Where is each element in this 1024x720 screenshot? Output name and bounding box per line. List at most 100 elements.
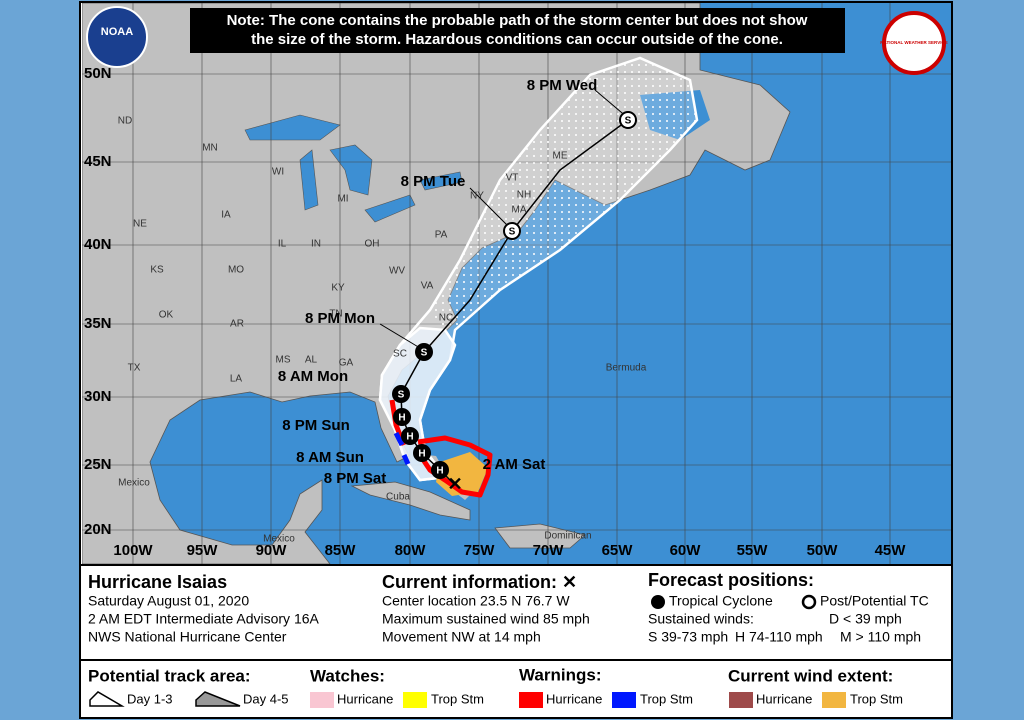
state-label: MN (202, 143, 218, 154)
forecast-label: 8 AM Sun (296, 449, 364, 466)
legend-item: Trop Stm (640, 691, 693, 706)
storm-name: Hurricane Isaias (88, 572, 227, 592)
forecast-label: 8 PM Wed (527, 77, 598, 94)
latitude-label: 40N (84, 236, 112, 253)
forecast-item: M > 110 mph (840, 629, 921, 645)
legend-title: Current wind extent: (728, 666, 893, 685)
legend-title: Potential track area: (88, 666, 251, 685)
legend-title: Warnings: (519, 665, 601, 684)
noaa-text: NOAA (101, 26, 133, 38)
longitude-label: 60W (670, 542, 702, 559)
marker-letter: H (406, 432, 413, 443)
longitude-label: 90W (256, 542, 288, 559)
forecast-item: Sustained winds: (648, 611, 754, 627)
storm-advisory: 2 AM EDT Intermediate Advisory 16A (88, 611, 320, 627)
state-label: SC (393, 349, 407, 360)
legend-item: Hurricane (337, 691, 393, 706)
state-label: ME (553, 151, 568, 162)
forecast-label: 8 PM Tue (401, 173, 466, 190)
forecast-label: 8 PM Sun (282, 417, 350, 434)
place-label: Cuba (386, 492, 410, 503)
forecast-label: 8 PM Mon (305, 310, 375, 327)
longitude-label: 80W (395, 542, 427, 559)
cuba (350, 481, 471, 521)
state-label: IA (221, 210, 231, 221)
great-lakes (244, 114, 463, 223)
note-box (190, 8, 845, 53)
longitude-label: 55W (737, 542, 769, 559)
storm-date: Saturday August 01, 2020 (88, 593, 249, 609)
longitude-label: 75W (464, 542, 496, 559)
latitude-label: 20N (84, 521, 112, 538)
state-label: PA (435, 230, 448, 241)
swatch (729, 692, 753, 708)
warning-trop-storm (393, 431, 411, 466)
place-label: Mexico (118, 478, 150, 489)
state-label: MS (276, 355, 291, 366)
state-label: OH (365, 239, 380, 250)
note-line: Note: The cone contains the probable pat… (227, 12, 808, 29)
state-label: TN (329, 309, 342, 320)
current-line: Center location 23.5 N 76.7 W (382, 593, 570, 609)
state-label: WV (389, 266, 405, 277)
state-label: AL (305, 355, 318, 366)
noaa-logo (86, 6, 148, 68)
swatch (403, 692, 427, 708)
map: ✕ (82, 3, 951, 564)
latitude-label: 45N (84, 153, 112, 170)
state-label: WI (272, 167, 284, 178)
forecast-title: Forecast positions: (648, 570, 814, 590)
forecast-label: 2 AM Sat (483, 456, 546, 473)
legend-item: Trop Stm (431, 691, 484, 706)
forecast-marker (431, 461, 449, 479)
state-label: MO (228, 265, 244, 276)
nws-logo (882, 11, 946, 75)
swatch (310, 692, 334, 708)
forecast-label: 8 AM Mon (278, 368, 348, 385)
marker-letter: H (436, 466, 443, 477)
longitude-label: 70W (533, 542, 565, 559)
place-label: Dominican (544, 531, 591, 542)
latitude-label: 35N (84, 315, 112, 332)
state-label: IN (311, 239, 321, 250)
marker-letter: S (398, 390, 405, 401)
forecast-item: S 39-73 mph (648, 629, 728, 645)
current-title: Current information: ✕ (382, 572, 577, 592)
forecast-item: D < 39 mph (829, 611, 902, 627)
longitude-label: 50W (807, 542, 839, 559)
state-label: ND (118, 116, 132, 127)
latitude-label: 30N (84, 388, 112, 405)
forecast-marker (393, 408, 411, 426)
legend-item: Hurricane (756, 691, 812, 706)
forecast-label: 8 PM Sat (324, 470, 387, 487)
forecast-marker (619, 111, 637, 129)
latitude-label: 25N (84, 456, 112, 473)
current-line: Movement NW at 14 mph (382, 629, 541, 645)
forecast-marker (413, 444, 431, 462)
state-label: OK (159, 310, 174, 321)
forecast-marker (401, 427, 419, 445)
state-label: KS (150, 265, 164, 276)
state-label: VT (506, 173, 519, 184)
longitude-label: 45W (875, 542, 907, 559)
day45-icon (195, 691, 241, 707)
marker-letter: H (398, 413, 405, 424)
longitude-label: 100W (113, 542, 153, 559)
marker-letter: H (418, 449, 425, 460)
note-line: the size of the storm. Hazardous conditi… (251, 31, 783, 48)
state-label: MI (337, 194, 348, 205)
current-line: Maximum sustained wind 85 mph (382, 611, 590, 627)
state-label: IL (278, 239, 287, 250)
forecast-marker (415, 343, 433, 361)
state-label: NY (470, 191, 484, 202)
state-label: LA (230, 374, 243, 385)
place-label: Mexico (263, 534, 295, 545)
state-label: NE (133, 219, 147, 230)
longitude-label: 85W (325, 542, 357, 559)
state-label: TX (128, 363, 141, 374)
forecast-item: Post/Potential TC (820, 593, 929, 609)
nws-text: NATIONAL WEATHER SERVICE (880, 40, 947, 45)
post-symbol (801, 594, 817, 610)
legend-item: Day 1-3 (127, 691, 173, 706)
forecast-marker (503, 222, 521, 240)
